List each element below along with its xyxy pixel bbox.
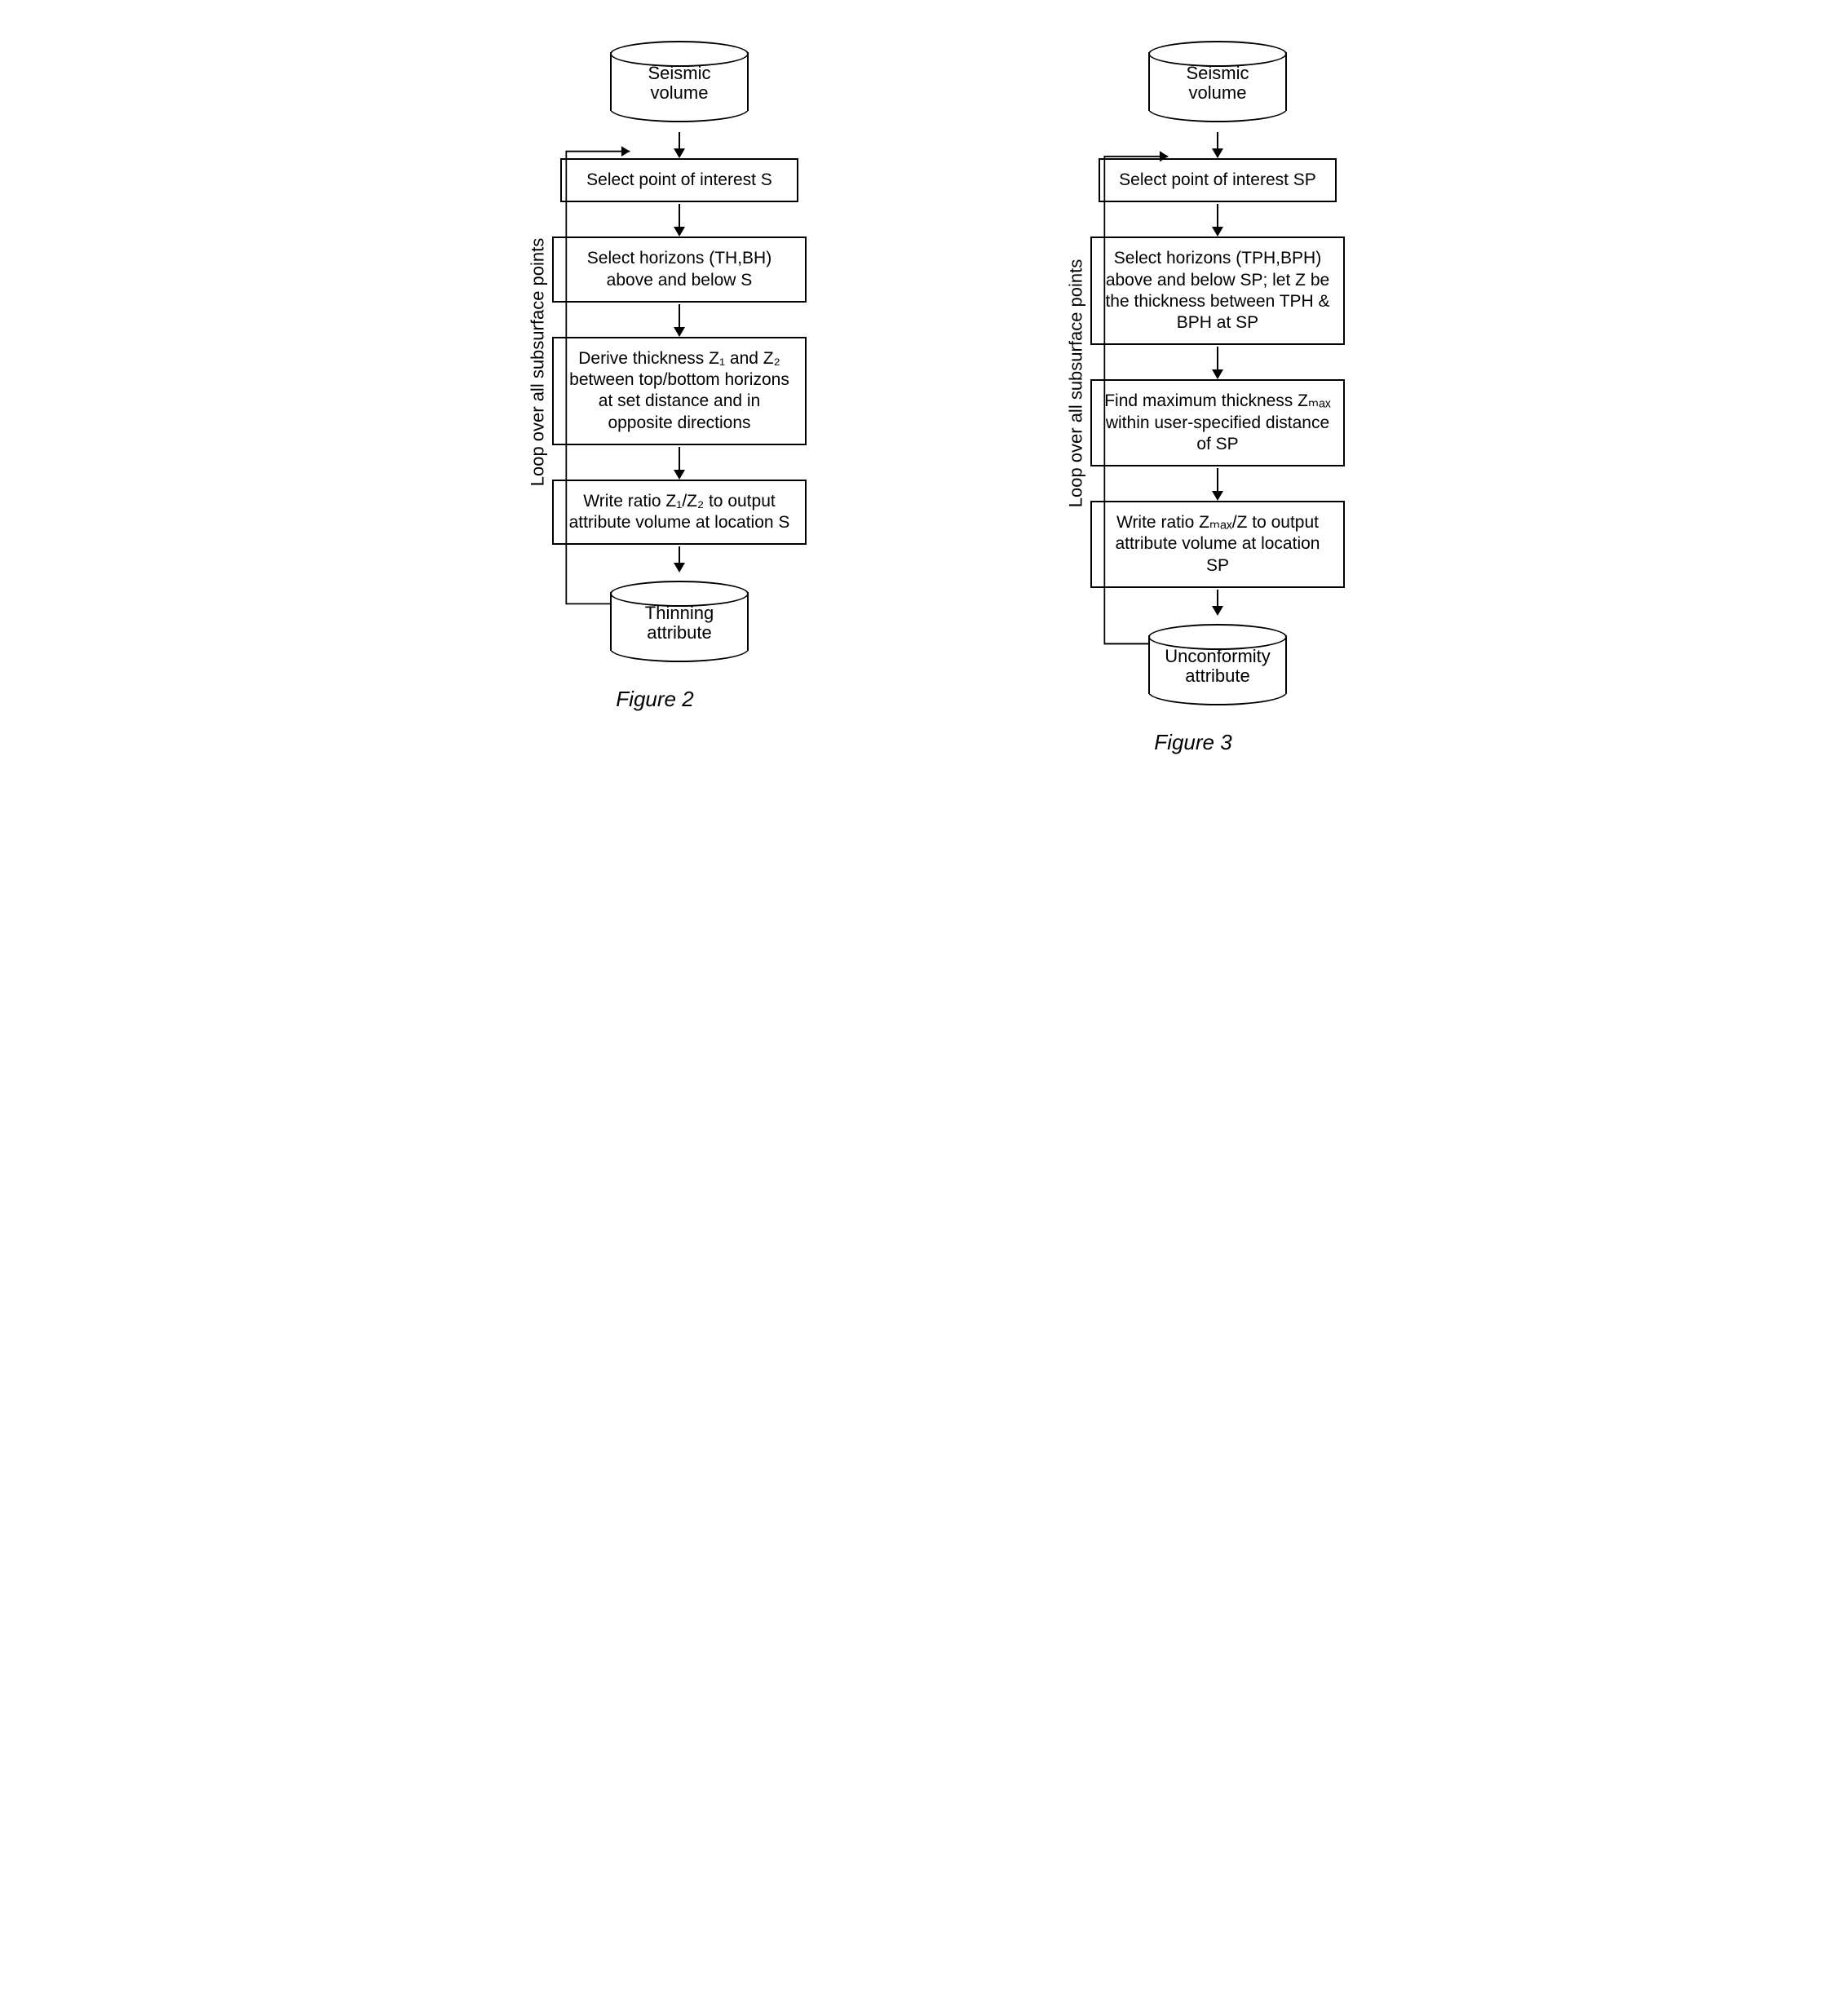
arrow-down-icon: [679, 304, 680, 335]
figure-3-step-4: Write ratio Zₘₐₓ/Z to output attribute v…: [1090, 501, 1345, 588]
figure-3-nodes: Seismic volume Select point of interest …: [1090, 33, 1345, 714]
arrow-down-icon: [1217, 590, 1218, 614]
figure-2-input-cylinder: Seismic volume: [610, 41, 749, 122]
figure-3-loop-label: Loop over all subsurface points: [1065, 259, 1086, 508]
arrow-down-icon: [679, 546, 680, 571]
figure-2-step-4: Write ratio Z₁/Z₂ to output attribute vo…: [552, 480, 807, 546]
figure-2-loop-label: Loop over all subsurface points: [527, 238, 548, 487]
figure-2-nodes: Seismic volume Select point of interest …: [552, 33, 807, 670]
arrow-down-icon: [679, 132, 680, 157]
figure-2-caption: Figure 2: [616, 687, 693, 712]
figure-3-input-cylinder: Seismic volume: [1148, 41, 1287, 122]
figure-3-step-3: Find maximum thickness Zₘₐₓ within user-…: [1090, 379, 1345, 466]
cylinder-label: Unconformity attribute: [1156, 647, 1280, 686]
figure-3-step-1: Select point of interest SP: [1099, 158, 1337, 202]
figure-3-loop-region: Loop over all subsurface points: [1041, 33, 1090, 714]
figure-2-loop-region: Loop over all subsurface points: [503, 33, 552, 670]
arrow-down-icon: [679, 204, 680, 235]
figure-3-body: Loop over all subsurface points Seismic …: [1041, 33, 1345, 714]
figure-3-caption: Figure 3: [1154, 730, 1231, 755]
arrow-down-icon: [679, 447, 680, 478]
arrow-down-icon: [1217, 204, 1218, 235]
figure-2-body: Loop over all subsurface points Seismic …: [503, 33, 807, 670]
arrow-down-icon: [1217, 132, 1218, 157]
figure-2-step-1: Select point of interest S: [560, 158, 798, 202]
arrow-down-icon: [1217, 347, 1218, 378]
figure-2-column: Loop over all subsurface points Seismic …: [503, 33, 807, 712]
cylinder-label: Seismic volume: [1156, 64, 1280, 103]
cylinder-label: Thinning attribute: [617, 603, 742, 643]
figure-2-step-2: Select horizons (TH,BH) above and below …: [552, 237, 807, 303]
arrow-down-icon: [1217, 468, 1218, 499]
figure-3-output-cylinder: Unconformity attribute: [1148, 624, 1287, 705]
figure-3-step-2: Select horizons (TPH,BPH) above and belo…: [1090, 237, 1345, 345]
figure-2-output-cylinder: Thinning attribute: [610, 581, 749, 662]
page-container: Loop over all subsurface points Seismic …: [435, 33, 1413, 755]
cylinder-label: Seismic volume: [617, 64, 742, 103]
figure-3-column: Loop over all subsurface points Seismic …: [1041, 33, 1345, 755]
figure-2-step-3: Derive thickness Z₁ and Z₂ between top/b…: [552, 337, 807, 445]
